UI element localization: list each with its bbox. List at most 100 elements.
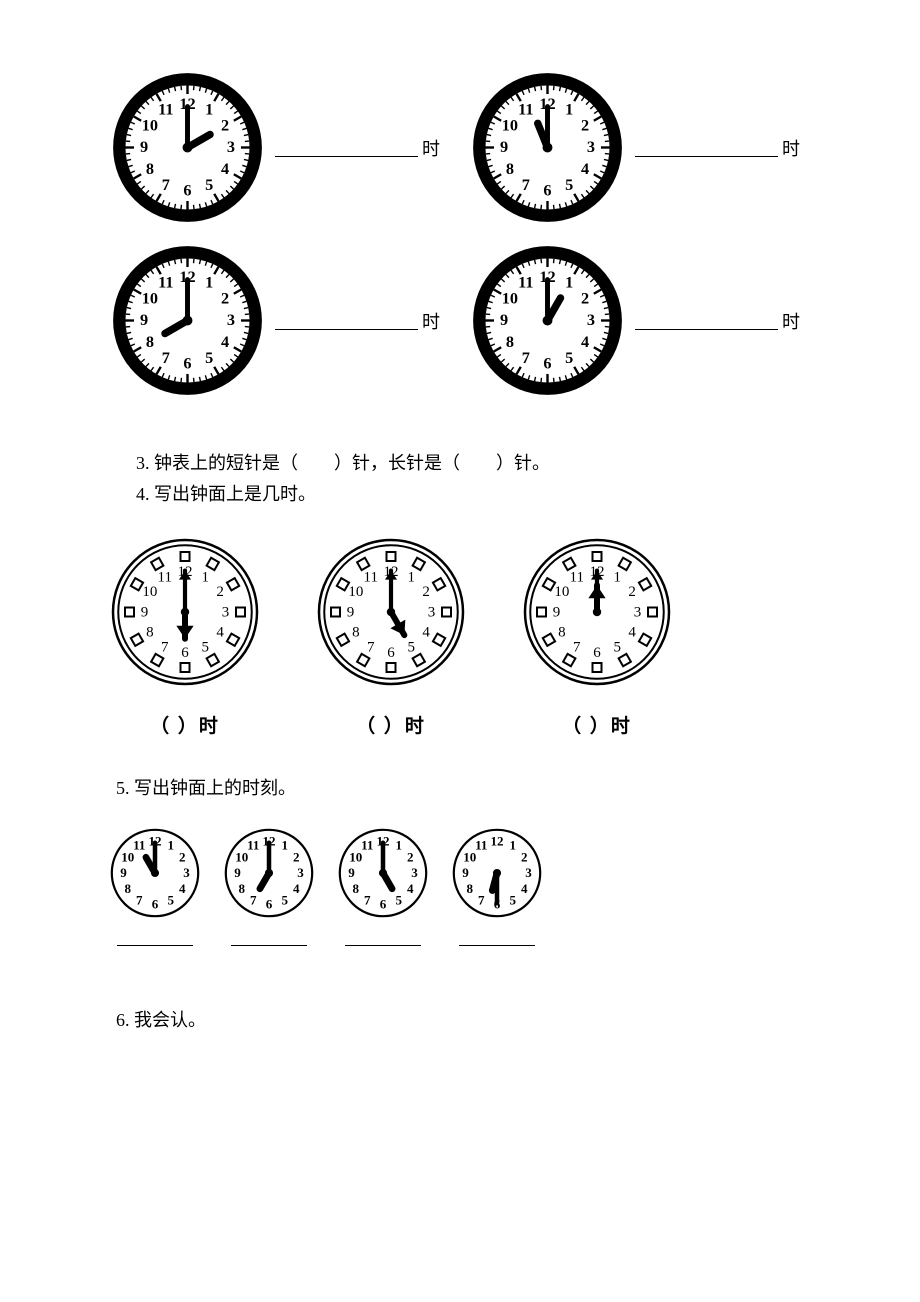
svg-text:4: 4 [221, 333, 229, 351]
worksheet-page: 123456789101112 时 123456789101112 时 1234… [0, 0, 920, 1092]
svg-text:10: 10 [502, 117, 518, 135]
svg-text:2: 2 [581, 290, 589, 308]
svg-text:7: 7 [573, 640, 581, 656]
svg-text:10: 10 [502, 290, 518, 308]
svg-text:4: 4 [293, 881, 300, 896]
q3-text-b: ）针，长针是（ [334, 453, 460, 473]
clock-row-section2: 123456789101112 （ ）时 123456789101112 （ ）… [110, 537, 830, 738]
svg-text:4: 4 [422, 625, 430, 641]
clock-cell: 123456789101112 [522, 537, 672, 687]
svg-text:9: 9 [347, 605, 355, 621]
svg-text:6: 6 [181, 645, 189, 661]
blank-line[interactable] [635, 138, 778, 157]
svg-text:6: 6 [543, 182, 551, 200]
question-5: 5. 写出钟面上的时刻。 [116, 774, 830, 800]
svg-text:1: 1 [205, 101, 213, 119]
svg-text:4: 4 [521, 881, 528, 896]
svg-text:1: 1 [395, 838, 402, 853]
q5-prefix: 5. [116, 778, 130, 798]
svg-text:5: 5 [205, 176, 213, 194]
clock-cell: 123456789101112 [110, 243, 265, 398]
answer-slot: 时 [275, 135, 460, 161]
blank-line[interactable] [275, 311, 418, 330]
clock-icon: 123456789101112 [110, 537, 260, 687]
q3-prefix: 3. [136, 453, 150, 473]
svg-text:8: 8 [146, 160, 154, 178]
clock-icon: 123456789101112 [316, 537, 466, 687]
svg-text:7: 7 [522, 176, 530, 194]
svg-text:9: 9 [140, 138, 148, 156]
svg-text:5: 5 [509, 892, 516, 907]
svg-text:4: 4 [628, 625, 636, 641]
svg-text:3: 3 [525, 865, 532, 880]
svg-text:11: 11 [570, 570, 584, 586]
blank-line[interactable] [275, 138, 418, 157]
svg-text:4: 4 [216, 625, 224, 641]
svg-text:5: 5 [281, 892, 288, 907]
question-3: 3. 钟表上的短针是（ ）针，长针是（ ）针。 [136, 448, 830, 479]
clock-col: 123456789101112 （ ）时 [522, 537, 672, 738]
answer-caption[interactable]: （ ）时 [562, 711, 632, 738]
answer-line[interactable] [459, 944, 535, 946]
clock-col: 123456789101112 [224, 828, 314, 946]
clock-cell: 123456789101112 [224, 828, 314, 918]
svg-text:9: 9 [141, 605, 149, 621]
svg-text:4: 4 [221, 160, 229, 178]
blank-line[interactable] [635, 311, 778, 330]
q4-prefix: 4. [136, 484, 150, 504]
svg-text:11: 11 [158, 101, 173, 119]
answer-caption[interactable]: （ ）时 [356, 711, 426, 738]
clock-icon: 123456789101112 [110, 243, 265, 398]
svg-text:6: 6 [183, 182, 191, 200]
answer-line[interactable] [231, 944, 307, 946]
svg-text:1: 1 [565, 274, 573, 292]
svg-text:4: 4 [581, 333, 589, 351]
svg-text:1: 1 [509, 838, 516, 853]
svg-text:10: 10 [348, 584, 363, 600]
q3-blank1[interactable] [298, 453, 334, 473]
answer-caption[interactable]: （ ）时 [150, 711, 220, 738]
clock-grid-section1: 123456789101112 时 123456789101112 时 1234… [110, 70, 830, 398]
svg-text:5: 5 [565, 349, 573, 367]
q3-text-c: ）针。 [496, 453, 550, 473]
svg-text:6: 6 [593, 645, 601, 661]
svg-text:7: 7 [162, 349, 170, 367]
answer-line[interactable] [345, 944, 421, 946]
svg-text:8: 8 [352, 881, 359, 896]
clock-cell: 123456789101112 [470, 243, 625, 398]
svg-text:2: 2 [179, 849, 186, 864]
svg-text:4: 4 [581, 160, 589, 178]
svg-text:1: 1 [408, 570, 416, 586]
clock-cell: 123456789101112 [110, 70, 265, 225]
answer-line[interactable] [117, 944, 193, 946]
svg-text:3: 3 [587, 311, 595, 329]
svg-text:3: 3 [297, 865, 304, 880]
svg-text:1: 1 [565, 101, 573, 119]
svg-text:12: 12 [490, 834, 503, 849]
svg-text:1: 1 [614, 570, 622, 586]
svg-text:10: 10 [554, 584, 569, 600]
answer-slot: 时 [275, 308, 460, 334]
svg-text:3: 3 [222, 605, 230, 621]
svg-text:11: 11 [158, 274, 173, 292]
clock-col: 123456789101112 （ ）时 [316, 537, 466, 738]
clock-cell: 123456789101112 [470, 70, 625, 225]
unit-label: 时 [422, 308, 440, 334]
svg-text:7: 7 [161, 640, 169, 656]
svg-text:2: 2 [221, 117, 229, 135]
svg-text:6: 6 [152, 897, 159, 912]
clock-col: 123456789101112 [338, 828, 428, 946]
svg-text:2: 2 [407, 849, 414, 864]
clock-icon: 123456789101112 [452, 828, 542, 918]
svg-text:3: 3 [411, 865, 418, 880]
q3-blank2[interactable] [460, 453, 496, 473]
svg-text:8: 8 [466, 881, 473, 896]
svg-text:7: 7 [478, 892, 485, 907]
svg-text:3: 3 [634, 605, 642, 621]
svg-text:1: 1 [205, 274, 213, 292]
clock-col: 123456789101112 [110, 828, 200, 946]
svg-text:2: 2 [216, 584, 224, 600]
svg-text:7: 7 [162, 176, 170, 194]
svg-text:9: 9 [553, 605, 561, 621]
svg-text:9: 9 [500, 138, 508, 156]
